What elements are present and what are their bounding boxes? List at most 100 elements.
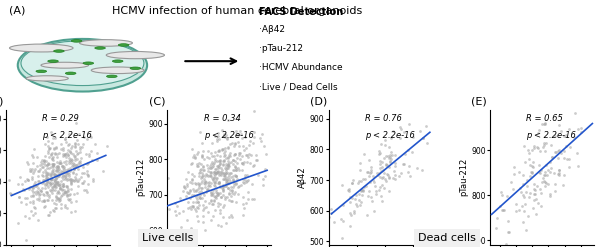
- Point: [221, 164, 231, 168]
- Point: [39, 199, 49, 203]
- Point: [554, 168, 563, 172]
- Point: [30, 211, 40, 215]
- Point: [47, 162, 56, 166]
- Point: [221, 179, 230, 183]
- Point: [44, 166, 54, 170]
- Point: [180, 186, 190, 190]
- Point: [525, 174, 535, 178]
- Point: [215, 170, 225, 174]
- Point: [197, 196, 207, 200]
- Point: [223, 159, 233, 163]
- Point: [537, 180, 547, 184]
- Point: [403, 147, 412, 151]
- Point: [196, 189, 206, 193]
- Point: [67, 144, 77, 148]
- Point: [226, 213, 235, 217]
- Point: [14, 195, 23, 199]
- Point: [530, 187, 540, 191]
- Point: [336, 217, 346, 221]
- Point: [42, 176, 52, 180]
- Point: [206, 199, 216, 203]
- Point: [53, 170, 62, 174]
- Point: [49, 188, 58, 192]
- Point: [215, 185, 224, 189]
- Point: [34, 198, 44, 202]
- Point: [209, 170, 218, 174]
- Point: [43, 162, 52, 165]
- Point: [65, 159, 74, 163]
- Point: [50, 136, 60, 140]
- Point: [26, 185, 35, 189]
- Point: [536, 204, 545, 208]
- Point: [376, 194, 386, 198]
- Point: [49, 164, 58, 168]
- Point: [61, 174, 70, 178]
- Point: [57, 188, 67, 192]
- Point: [222, 136, 232, 140]
- Point: [551, 182, 560, 186]
- Point: [219, 154, 229, 158]
- Point: [40, 204, 50, 208]
- Point: [358, 188, 367, 192]
- Point: [527, 171, 536, 175]
- Point: [59, 165, 69, 168]
- Point: [50, 206, 60, 210]
- Point: [389, 169, 399, 173]
- Point: [217, 166, 226, 170]
- Point: [39, 158, 49, 162]
- Point: [48, 185, 58, 189]
- Point: [34, 190, 43, 194]
- Point: [223, 171, 233, 175]
- Point: [40, 193, 49, 197]
- Point: [200, 177, 209, 181]
- Point: [46, 182, 56, 186]
- Point: [30, 185, 40, 188]
- Point: [376, 169, 386, 173]
- Point: [67, 158, 77, 162]
- Point: [194, 161, 204, 165]
- Point: [25, 169, 35, 173]
- Point: [242, 153, 252, 157]
- Point: [64, 177, 73, 181]
- Point: [223, 156, 232, 160]
- Point: [55, 172, 64, 176]
- Point: [329, 220, 339, 224]
- Point: [58, 154, 68, 158]
- Point: [71, 172, 81, 176]
- Point: [244, 197, 253, 201]
- Point: [351, 193, 361, 197]
- Point: [239, 181, 249, 185]
- Point: [30, 167, 40, 171]
- Point: [197, 155, 207, 159]
- Point: [77, 171, 86, 175]
- Point: [46, 171, 56, 175]
- Point: [62, 173, 71, 177]
- Point: [191, 189, 200, 193]
- Point: [390, 161, 400, 165]
- Point: [197, 154, 207, 158]
- Point: [184, 191, 193, 195]
- Point: [44, 193, 54, 197]
- Point: [53, 165, 63, 168]
- Point: [192, 197, 202, 201]
- Point: [533, 201, 543, 205]
- Point: [83, 169, 92, 173]
- Point: [232, 161, 241, 165]
- Point: [212, 176, 221, 180]
- Ellipse shape: [36, 70, 47, 73]
- Point: [520, 195, 529, 199]
- Point: [35, 192, 44, 196]
- Point: [359, 188, 368, 192]
- Point: [377, 160, 387, 164]
- Point: [230, 144, 239, 148]
- Point: [44, 155, 54, 159]
- Point: [211, 170, 220, 174]
- Point: [186, 163, 196, 166]
- Point: [518, 182, 528, 186]
- Point: [541, 121, 550, 125]
- Point: [204, 156, 214, 160]
- Point: [238, 168, 247, 172]
- Point: [200, 199, 210, 203]
- Point: [48, 171, 58, 175]
- Point: [62, 206, 71, 210]
